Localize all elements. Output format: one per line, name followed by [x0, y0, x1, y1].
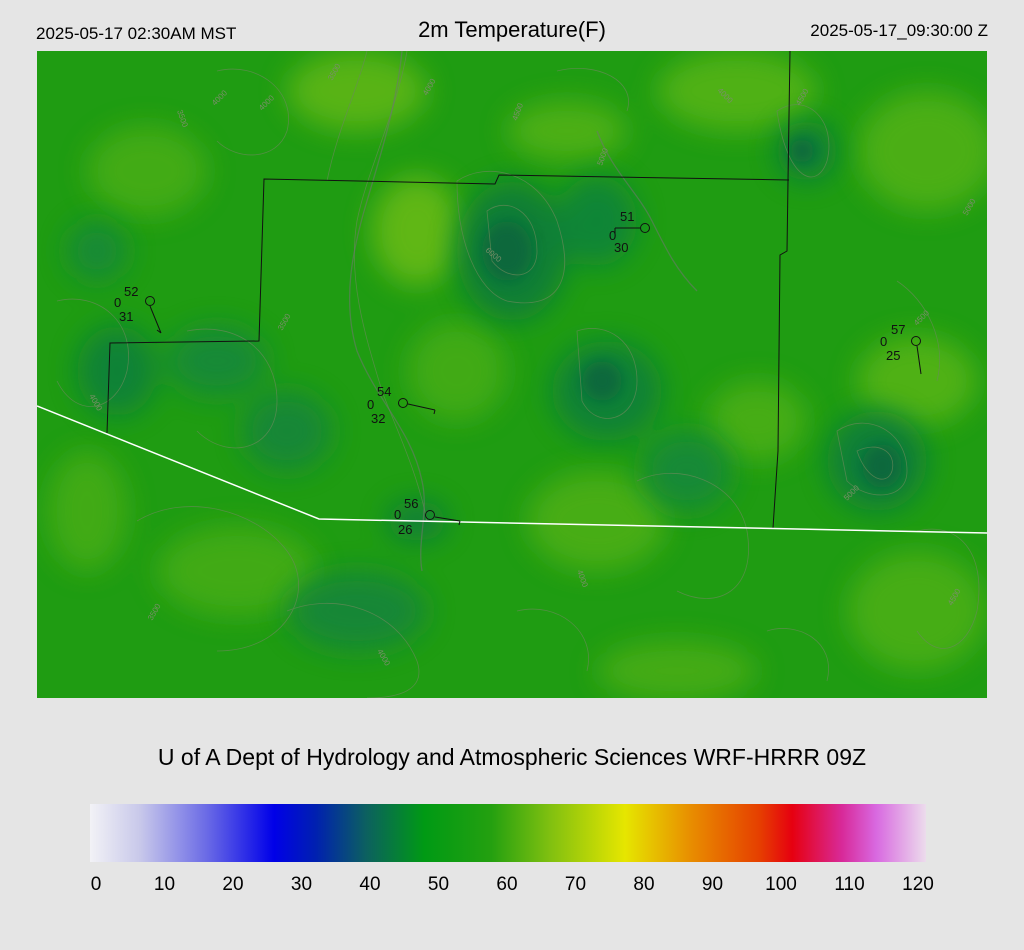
warm-patches — [47, 51, 987, 698]
terrain-contours — [56, 51, 980, 698]
header: 2025-05-17 02:30AM MST 2m Temperature(F)… — [0, 0, 1024, 50]
credit-line: U of A Dept of Hydrology and Atmospheric… — [157, 744, 867, 770]
border-line — [37, 405, 987, 534]
station-calm: 0 — [114, 295, 121, 310]
colorbar-tick-label: 30 — [290, 874, 313, 895]
station-temp: 52 — [124, 284, 138, 299]
cold-spots — [482, 139, 902, 488]
station-dew: 32 — [371, 411, 385, 426]
station-temp: 51 — [620, 209, 634, 224]
station-dew: 25 — [886, 348, 900, 363]
station-plot[interactable]: 56 0 26 — [394, 496, 461, 537]
station-temp: 57 — [891, 322, 905, 337]
colorbar-tick-label: 120 — [902, 874, 934, 895]
station-calm: 0 — [394, 507, 401, 522]
river-lines — [348, 51, 698, 572]
colorbar-tick-label: 40 — [359, 874, 381, 895]
station-calm: 0 — [880, 334, 887, 349]
colorbar-tick-label: 90 — [701, 874, 724, 895]
station-plot[interactable]: 51 0 30 — [609, 209, 650, 255]
station-plot[interactable]: 54 0 32 — [367, 384, 436, 426]
colorbar-tick-label: 50 — [427, 874, 450, 895]
station-dew: 30 — [614, 240, 628, 255]
colorbar-tick-label: 60 — [496, 874, 518, 895]
station-plots: 52 0 31 51 0 30 54 0 32 56 — [114, 209, 922, 537]
station-dew: 26 — [398, 522, 412, 537]
station-plot[interactable]: 57 0 25 — [880, 322, 922, 375]
station-plot[interactable]: 52 0 31 — [114, 284, 162, 334]
colorbar-tick-label: 20 — [222, 874, 244, 895]
station-calm: 0 — [367, 397, 374, 412]
local-time-label: 2025-05-17 02:30AM MST — [36, 24, 237, 43]
colorbar-tick-label: 80 — [633, 874, 655, 895]
colorbar-tick-label: 100 — [765, 874, 797, 895]
map-canvas: 3500 4000 4000 4000 4500 5000 6000 3500 … — [37, 51, 987, 698]
station-temp: 56 — [404, 496, 418, 511]
station-temp: 54 — [377, 384, 391, 399]
county-boundaries — [106, 51, 791, 529]
colorbar-tick-label: 0 — [90, 874, 102, 895]
colorbar-tick-label: 10 — [153, 874, 176, 895]
colorbar-gradient — [90, 804, 926, 862]
colorbar-tick-label: 70 — [564, 874, 587, 895]
temperature-map: 3500 4000 4000 4000 4500 5000 6000 3500 … — [37, 51, 987, 698]
station-dew: 31 — [119, 309, 133, 324]
map-title: 2m Temperature(F) — [418, 17, 606, 42]
utc-time-label: 2025-05-17_09:30:00 Z — [810, 21, 988, 40]
colorbar-ticks: 0 10 20 30 40 50 60 70 80 90 100 110 120 — [0, 874, 1024, 904]
temperature-colorbar — [90, 804, 926, 862]
station-calm: 0 — [609, 228, 616, 243]
colorbar-tick-label: 110 — [834, 874, 865, 895]
